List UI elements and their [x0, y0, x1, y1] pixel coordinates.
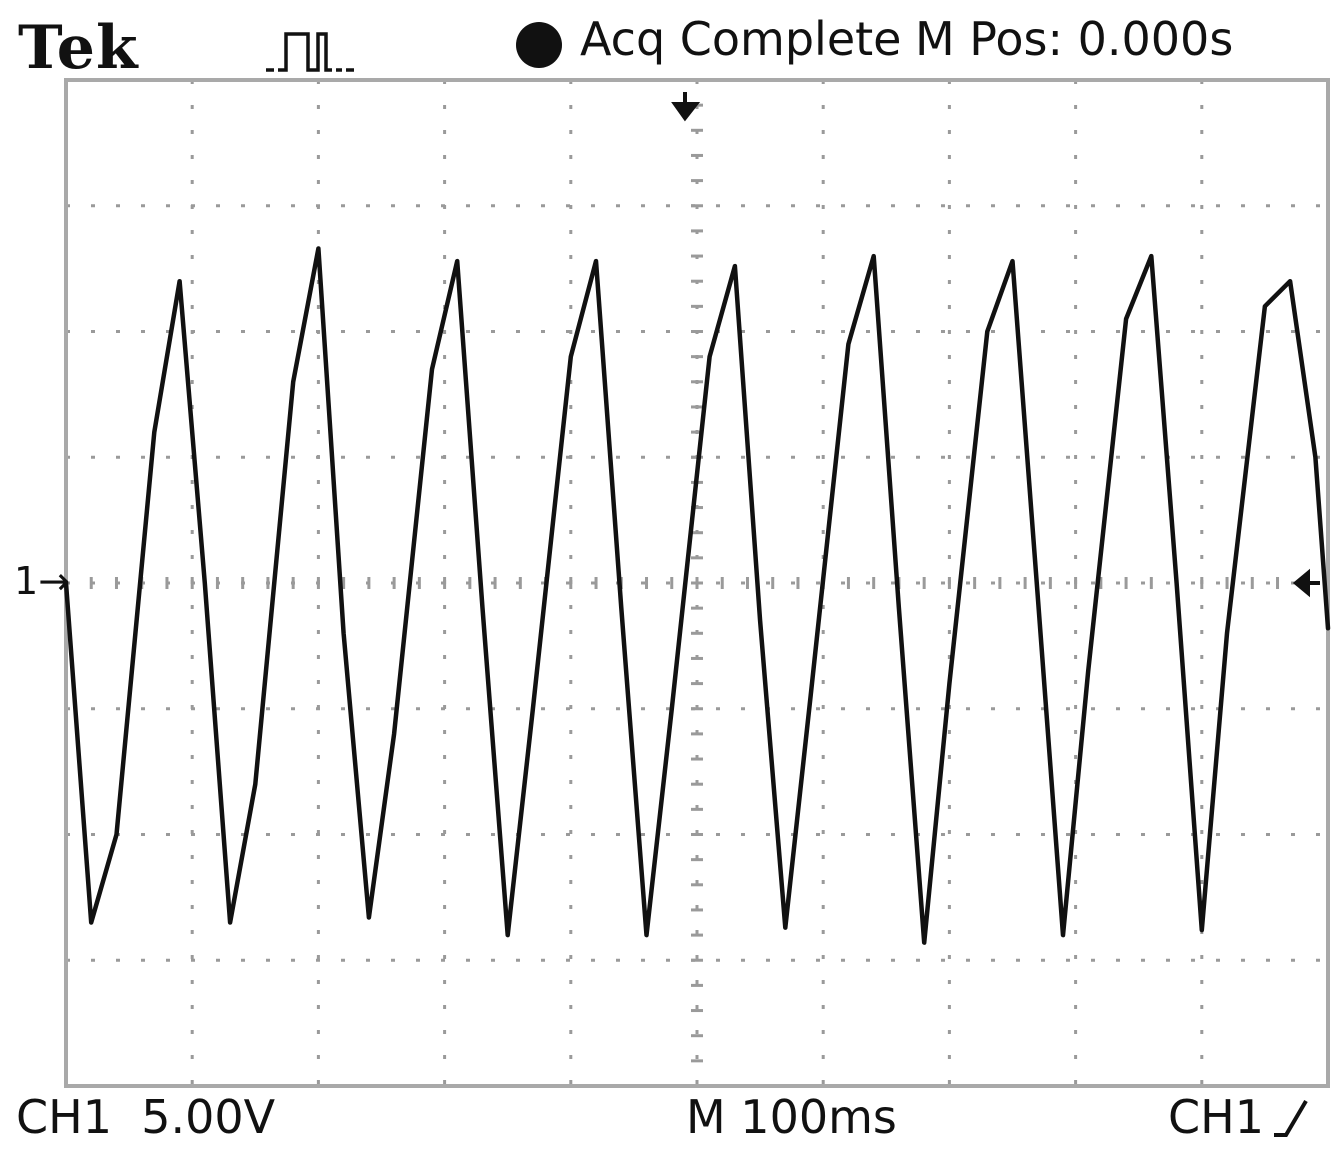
filled-circle-icon [516, 22, 562, 68]
right-arrow-icon: → [38, 559, 71, 603]
graticule-grid [64, 78, 1330, 1088]
left-arrow-icon [1292, 568, 1320, 598]
ch1-waveform [63, 246, 1331, 945]
trigger-position-marker [671, 92, 701, 122]
time-scale-readout: M 100ms [686, 1090, 897, 1144]
rising-edge-icon [1274, 1099, 1308, 1137]
down-arrow-icon [671, 92, 701, 122]
trigger-level-marker [1292, 568, 1320, 598]
acquisition-status: Acq Complete [580, 12, 902, 66]
run-pulse-icon [266, 32, 354, 72]
channel-ref-marker: 1→ [14, 562, 70, 600]
channel-scale-readout: CH1 5.00V [16, 1090, 276, 1144]
brand-logo: Tek [18, 13, 139, 83]
main-position-readout: M Pos: 0.000s [915, 12, 1234, 66]
trigger-source-readout: CH1 [1168, 1090, 1264, 1144]
channel-ref-label: 1 [14, 559, 39, 603]
